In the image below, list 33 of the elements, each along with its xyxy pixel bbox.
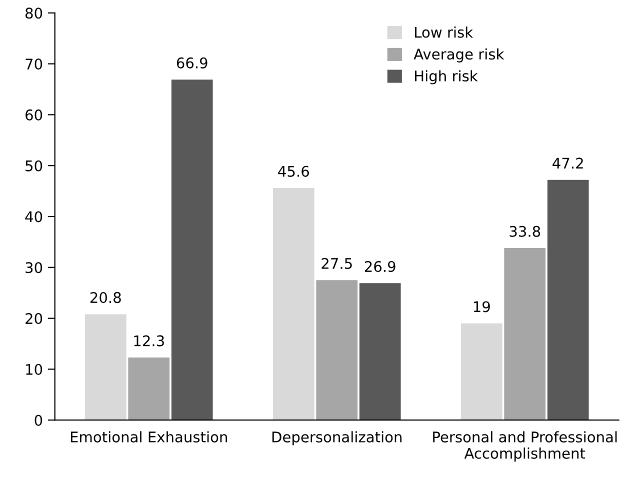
data-label: 12.3 [134, 335, 164, 346]
bar [128, 357, 170, 420]
y-tick-label: 60 [26, 109, 42, 120]
bar [504, 248, 546, 420]
data-label: 47.2 [552, 158, 583, 168]
bar [84, 314, 126, 420]
y-tick-label: 50 [26, 160, 42, 172]
data-label: 27.5 [322, 258, 352, 269]
bar [171, 80, 213, 420]
data-label: 20.8 [90, 292, 121, 304]
y-tick-label: 30 [26, 262, 42, 274]
data-label: 45.6 [278, 166, 309, 177]
bar [460, 323, 502, 420]
bar [316, 280, 358, 420]
x-tick-label: Emotional Exhaustion [70, 431, 227, 442]
y-tick-label: 40 [25, 211, 42, 222]
bar [359, 283, 401, 420]
legend-label: Average risk [414, 48, 504, 62]
legend-label: High risk [415, 70, 478, 84]
bar [547, 180, 589, 420]
y-tick-label: 20 [26, 313, 42, 324]
data-label: 19 [474, 301, 490, 312]
y-tick-label: 80 [25, 8, 42, 19]
x-tick-label: Depersonalization [272, 431, 402, 446]
data-label: 26.9 [364, 260, 396, 272]
data-label: 33.8 [510, 226, 540, 237]
y-tick-label: 0 [34, 414, 42, 426]
y-tick-label: 10 [26, 364, 42, 375]
y-tick-label: 70 [26, 58, 42, 70]
bar [272, 188, 314, 420]
x-tick-label: Personal and Professional Accomplishment [433, 431, 617, 462]
data-label: 66.9 [176, 57, 208, 68]
legend-label: Low risk [415, 26, 474, 38]
